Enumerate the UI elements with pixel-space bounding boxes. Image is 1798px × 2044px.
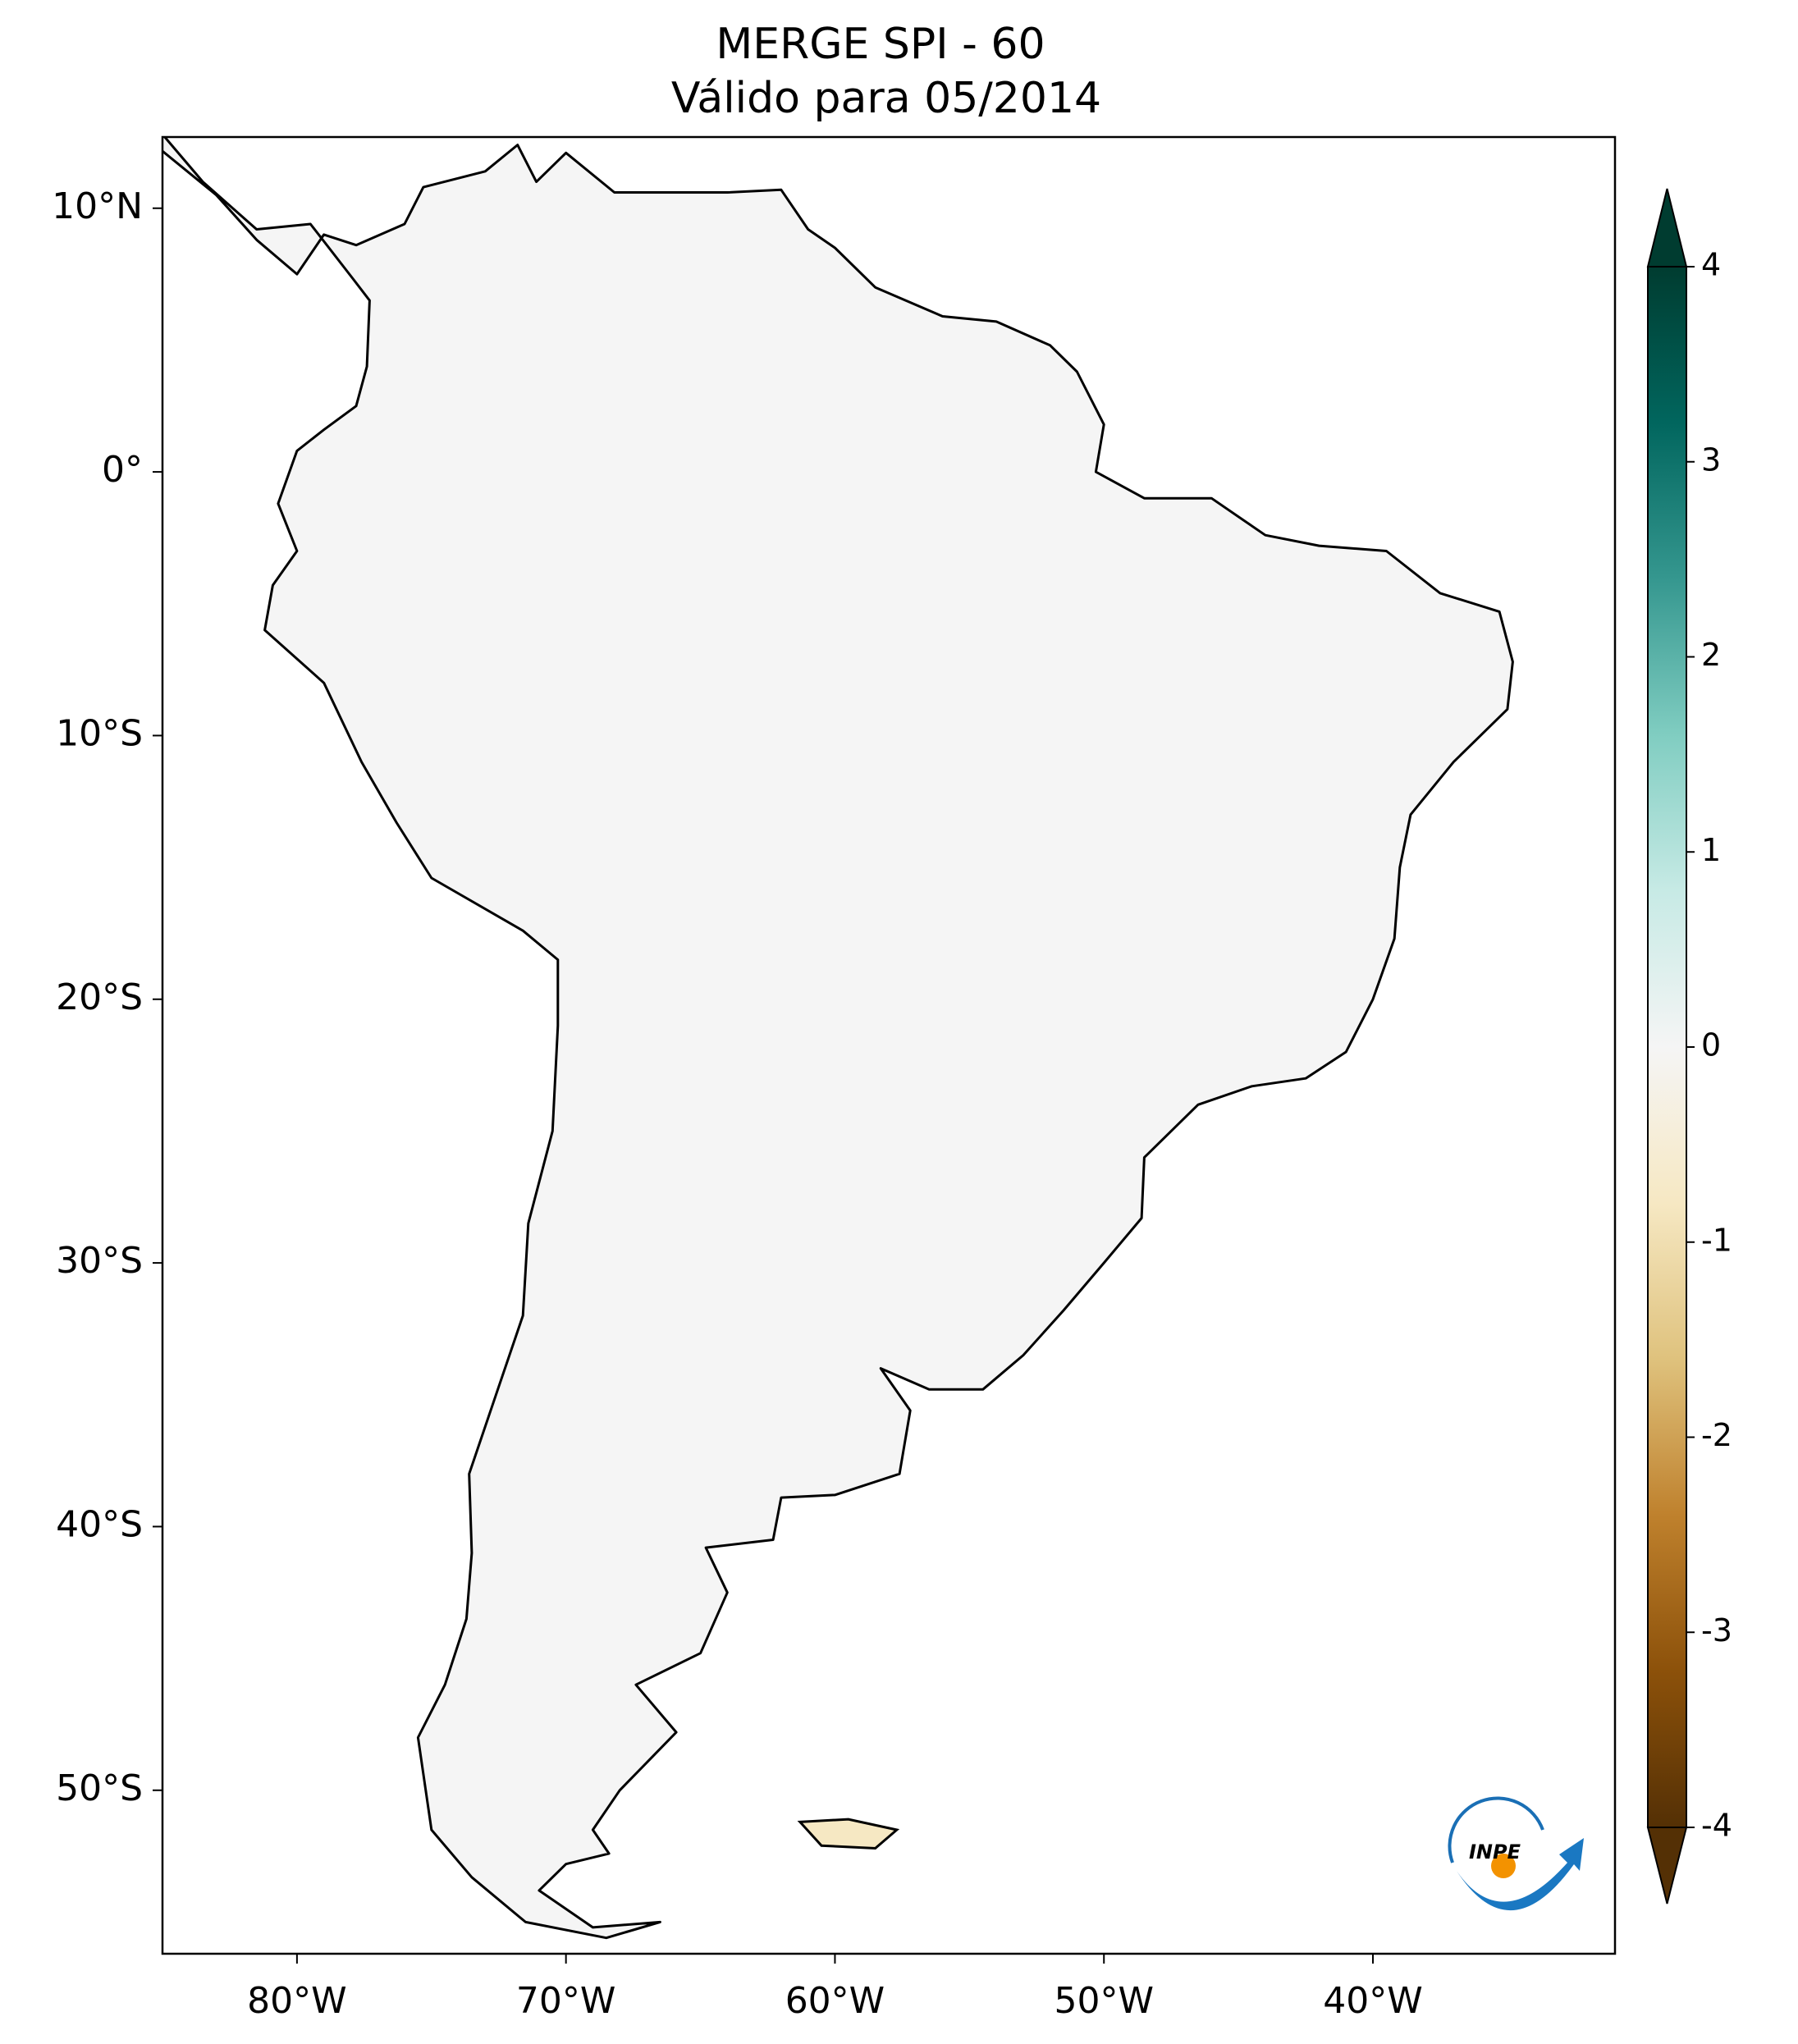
colorbar-tick-label: 0 (1701, 1027, 1721, 1063)
island (797, 1818, 900, 1850)
title: MERGE SPI - 60 (716, 20, 1045, 69)
colorbar-extend-top (1646, 188, 1688, 268)
x-tick-label: 80°W (247, 1980, 347, 2022)
land (162, 137, 1514, 1940)
logo-sun (1491, 1854, 1516, 1878)
logo-text: INPE (1469, 1841, 1521, 1863)
logo-swoosh (1457, 1838, 1584, 1911)
map-area (162, 137, 1514, 1940)
colorbar-extend-bottom (1646, 1827, 1688, 1905)
x-tick-label: 50°W (1054, 1980, 1154, 2022)
subtitle: Válido para 05/2014 (671, 74, 1101, 123)
y-tick-label: 10°S (56, 712, 143, 754)
y-tick-label: 40°S (56, 1503, 143, 1545)
axes-frame (161, 135, 1617, 1955)
y-tick-label: 30°S (56, 1240, 143, 1282)
x-tick-label: 40°W (1323, 1980, 1423, 2022)
y-tick-label: 0° (102, 449, 143, 491)
colorbar (1647, 266, 1687, 1828)
colorbar-tick-label: -4 (1701, 1808, 1732, 1844)
colorbar-tick-label: -1 (1701, 1222, 1732, 1258)
logo-arc (1448, 1796, 1544, 1863)
y-tick-label: 10°N (52, 185, 143, 227)
y-tick-label: 20°S (56, 976, 143, 1018)
x-tick-label: 70°W (516, 1980, 616, 2022)
inpe-logo: INPE (1448, 1796, 1584, 1911)
colorbar-tick-label: 2 (1701, 637, 1721, 673)
colorbar-tick-label: -2 (1701, 1417, 1732, 1453)
x-tick-label: 60°W (785, 1980, 885, 2022)
colorbar-tick-label: 1 (1701, 832, 1721, 868)
y-tick-label: 50°S (56, 1767, 143, 1809)
colorbar-tick-label: -3 (1701, 1612, 1732, 1648)
colorbar-tick-label: 4 (1701, 247, 1721, 283)
colorbar-tick-label: 3 (1701, 441, 1721, 478)
